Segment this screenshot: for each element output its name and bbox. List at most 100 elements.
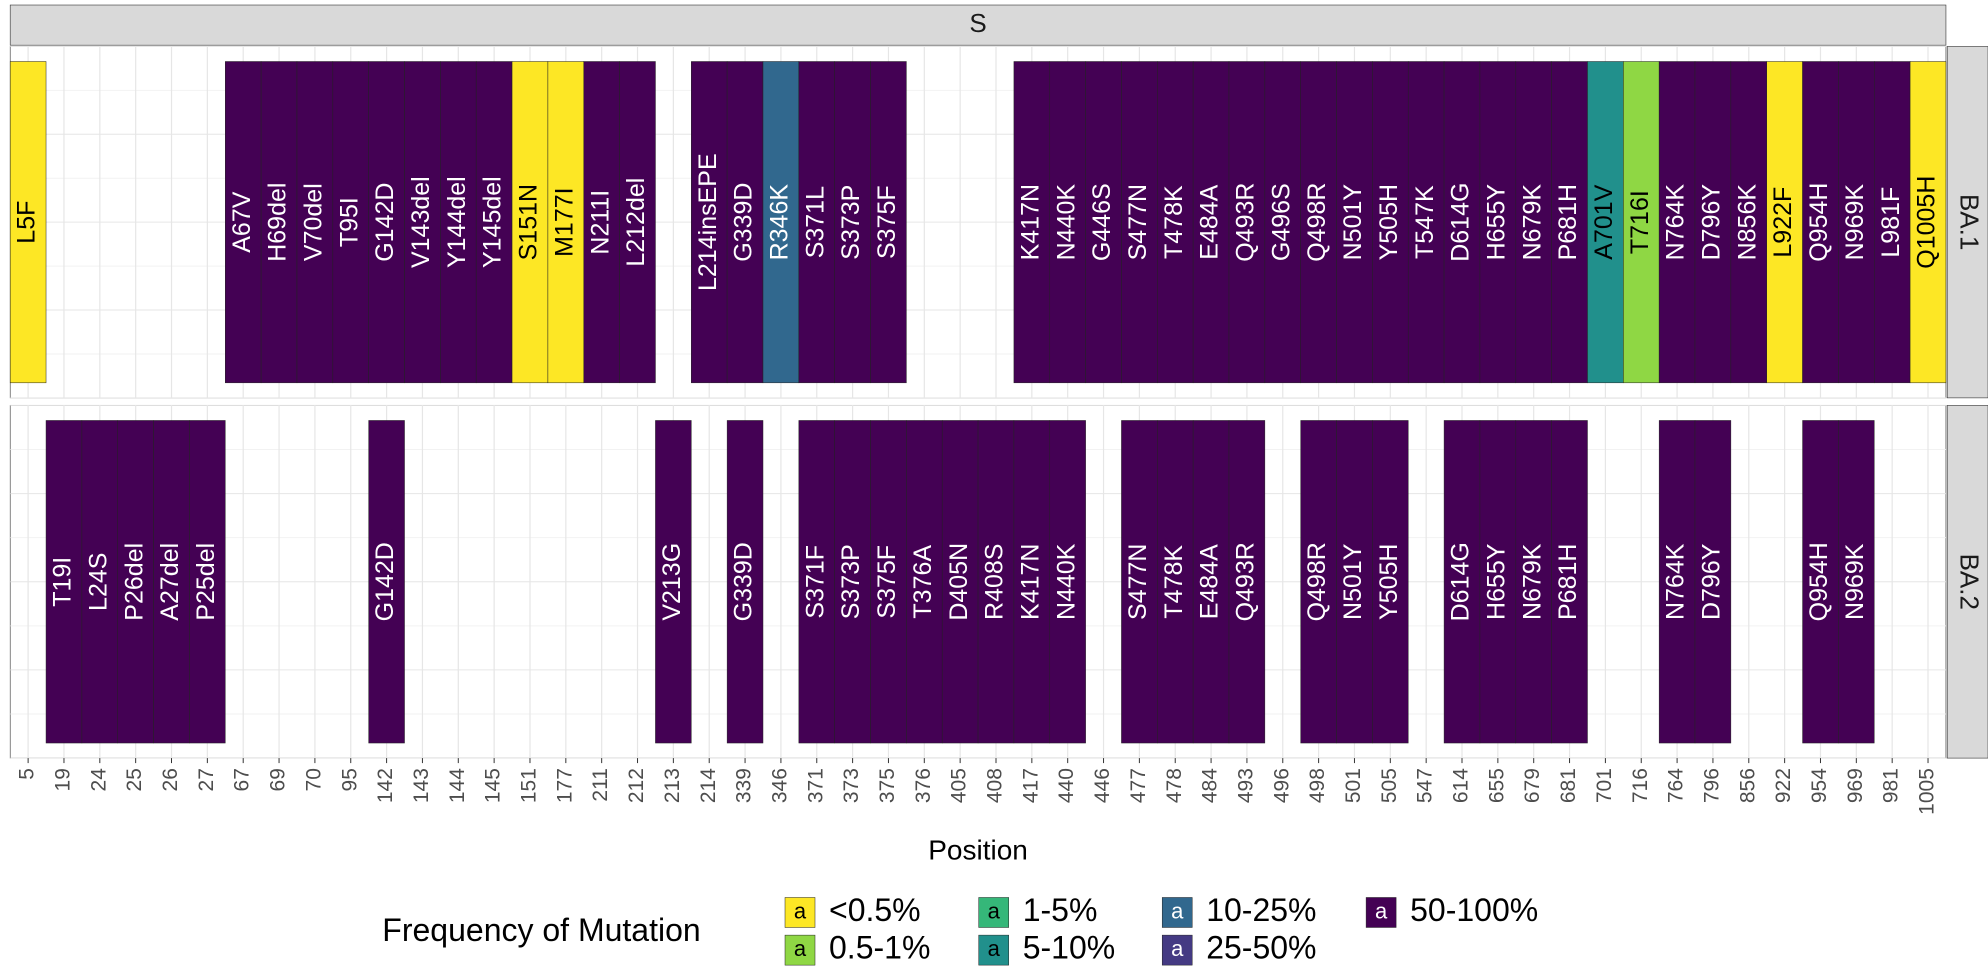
tile-label: L214insEPE bbox=[694, 153, 722, 291]
tile-label: Q498R bbox=[1303, 542, 1331, 621]
tile bbox=[1658, 61, 1696, 384]
tile bbox=[1013, 61, 1051, 384]
x-tick-label: 417 bbox=[1019, 768, 1042, 803]
x-tick-label: 70 bbox=[302, 768, 325, 791]
tile-label: S375F bbox=[873, 185, 901, 259]
tile bbox=[726, 420, 764, 744]
strip-title: S bbox=[969, 8, 986, 38]
legend-key bbox=[1161, 934, 1193, 966]
tile bbox=[1730, 61, 1767, 384]
tile-label: L922F bbox=[1769, 187, 1797, 258]
tile bbox=[189, 420, 226, 744]
tile-label: Q498R bbox=[1303, 183, 1331, 262]
legend-key bbox=[1161, 897, 1193, 928]
legend-label: 1-5% bbox=[1023, 892, 1098, 928]
tile bbox=[977, 420, 1015, 744]
x-tick-label: 681 bbox=[1557, 768, 1580, 803]
legend-label: <0.5% bbox=[829, 892, 921, 928]
tile-label: N969K bbox=[1841, 543, 1869, 620]
tile bbox=[1192, 420, 1230, 744]
tile bbox=[583, 61, 620, 384]
x-tick-label: 679 bbox=[1521, 768, 1544, 803]
tile-label: S371L bbox=[801, 186, 829, 258]
tile bbox=[834, 61, 871, 384]
tile bbox=[1443, 61, 1481, 384]
x-tick-label: 69 bbox=[267, 768, 290, 791]
tile-label: H655Y bbox=[1482, 543, 1510, 620]
tile-label: S477N bbox=[1124, 544, 1152, 620]
tile bbox=[368, 61, 405, 384]
tile bbox=[1372, 61, 1409, 384]
x-tick-label: 213 bbox=[661, 768, 684, 803]
tile-label: Y144del bbox=[443, 176, 471, 268]
x-tick-label: 212 bbox=[625, 768, 648, 803]
x-tick-label: 716 bbox=[1629, 768, 1652, 803]
tile bbox=[1157, 61, 1194, 384]
x-tick-label: 26 bbox=[159, 768, 182, 791]
tile-label: N679K bbox=[1518, 184, 1546, 261]
x-tick-label: 981 bbox=[1880, 768, 1903, 803]
legend-title: Frequency of Mutation bbox=[382, 912, 700, 948]
x-tick-label: 655 bbox=[1485, 768, 1508, 803]
tile-label: N501Y bbox=[1339, 543, 1367, 620]
tile-label: P25del bbox=[192, 543, 220, 621]
tile-label: N211I bbox=[586, 190, 614, 255]
x-tick-label: 477 bbox=[1127, 768, 1150, 803]
x-tick-label: 339 bbox=[733, 768, 756, 803]
legend-key-label: a bbox=[988, 936, 1001, 961]
tile-label: N501Y bbox=[1339, 184, 1367, 261]
tile-label: T716I bbox=[1626, 190, 1654, 254]
tile-label: H655Y bbox=[1482, 184, 1510, 261]
tile-label: T547K bbox=[1411, 185, 1439, 259]
tile bbox=[153, 420, 190, 744]
tile bbox=[1372, 420, 1409, 744]
x-tick-label: 27 bbox=[195, 768, 218, 791]
tile-label: K417N bbox=[1016, 184, 1044, 260]
tile-label: G339D bbox=[730, 183, 758, 262]
tile-label: Y505H bbox=[1375, 544, 1403, 620]
tile bbox=[225, 61, 262, 384]
tile-label: D796Y bbox=[1698, 184, 1726, 261]
x-tick-label: 484 bbox=[1199, 768, 1222, 803]
tile-label: L5F bbox=[13, 201, 41, 244]
tile-label: A67V bbox=[228, 191, 256, 252]
tile-label: R346K bbox=[766, 184, 794, 261]
legend-key bbox=[784, 934, 816, 966]
x-tick-label: 19 bbox=[52, 768, 75, 791]
tile bbox=[1479, 420, 1517, 744]
tile bbox=[332, 61, 369, 384]
tile-label: L981F bbox=[1877, 187, 1905, 258]
legend-key bbox=[978, 934, 1009, 966]
tile bbox=[1336, 61, 1373, 384]
x-tick-label: 5 bbox=[16, 768, 39, 780]
x-tick-label: 371 bbox=[804, 768, 827, 803]
x-tick-label: 408 bbox=[984, 768, 1007, 803]
tile bbox=[1802, 61, 1839, 384]
x-tick-label: 505 bbox=[1378, 768, 1401, 803]
legend-key-label: a bbox=[794, 898, 807, 923]
tile bbox=[1515, 61, 1552, 384]
tile bbox=[296, 61, 334, 384]
tile bbox=[368, 420, 405, 744]
tile-label: Y505H bbox=[1375, 184, 1403, 260]
tile-label: M177I bbox=[550, 187, 578, 256]
x-tick-label: 151 bbox=[518, 768, 541, 803]
tile bbox=[941, 420, 979, 744]
x-tick-label: 496 bbox=[1270, 768, 1293, 803]
tile bbox=[1228, 61, 1266, 384]
tile-label: N440K bbox=[1052, 543, 1080, 620]
x-tick-label: 143 bbox=[410, 768, 433, 803]
tile bbox=[1228, 420, 1266, 744]
tile-label: G496S bbox=[1267, 183, 1295, 261]
panel-label: BA.1 bbox=[1955, 194, 1985, 250]
x-tick-label: 547 bbox=[1414, 768, 1437, 803]
x-tick-label: 25 bbox=[123, 768, 146, 791]
tile-label: N764K bbox=[1662, 543, 1690, 620]
tile bbox=[511, 61, 549, 384]
tile-label: T376A bbox=[909, 545, 937, 619]
tile-label: V143del bbox=[407, 176, 435, 268]
tile-label: N969K bbox=[1841, 184, 1869, 261]
tile bbox=[798, 420, 835, 744]
tile bbox=[1121, 420, 1158, 744]
legend-label: 10-25% bbox=[1206, 892, 1316, 928]
